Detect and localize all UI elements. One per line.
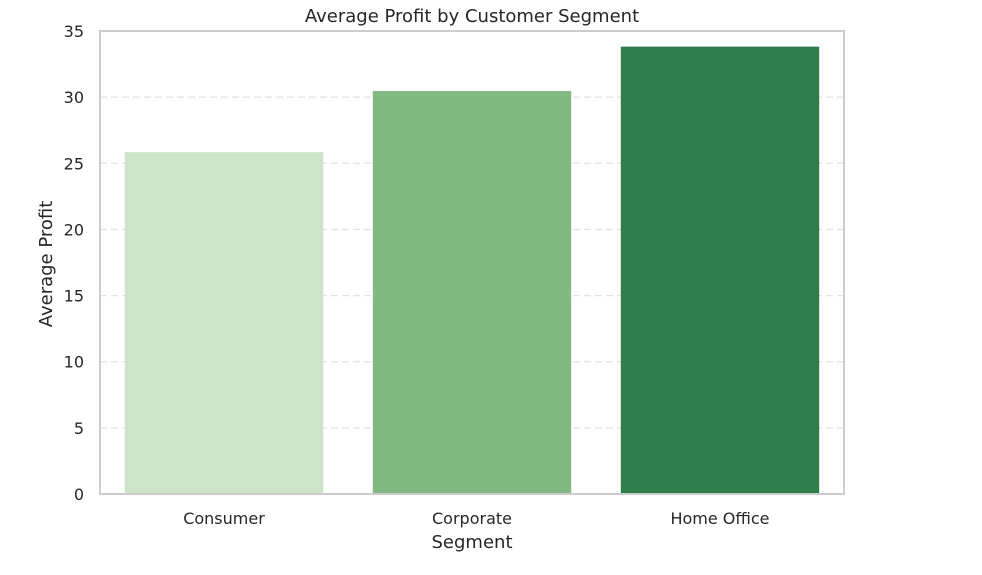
bar-corporate (372, 91, 572, 495)
x-tick-label: Consumer (183, 509, 265, 528)
y-tick-label: 25 (64, 154, 84, 173)
x-axis-label: Segment (432, 532, 513, 553)
y-tick-label: 35 (64, 22, 84, 41)
x-axis-ticks: Consumer Corporate Home Office (183, 509, 769, 528)
bar-home-office (620, 46, 820, 495)
y-tick-label: 10 (64, 353, 84, 372)
y-tick-label: 30 (64, 88, 84, 107)
plot-frame (99, 30, 845, 495)
y-tick-label: 5 (74, 419, 84, 438)
x-tick-label: Home Office (670, 509, 769, 528)
y-tick-label: 20 (64, 220, 84, 239)
y-tick-label: 15 (64, 287, 84, 306)
chart-title: Average Profit by Customer Segment (305, 6, 639, 27)
y-axis-label: Average Profit (36, 201, 57, 328)
y-axis-ticks: 0 5 10 15 20 25 30 35 (64, 22, 84, 504)
y-tick-label: 0 (74, 485, 84, 504)
bars (124, 46, 820, 495)
bar-consumer (124, 152, 324, 495)
x-tick-label: Corporate (432, 509, 512, 528)
